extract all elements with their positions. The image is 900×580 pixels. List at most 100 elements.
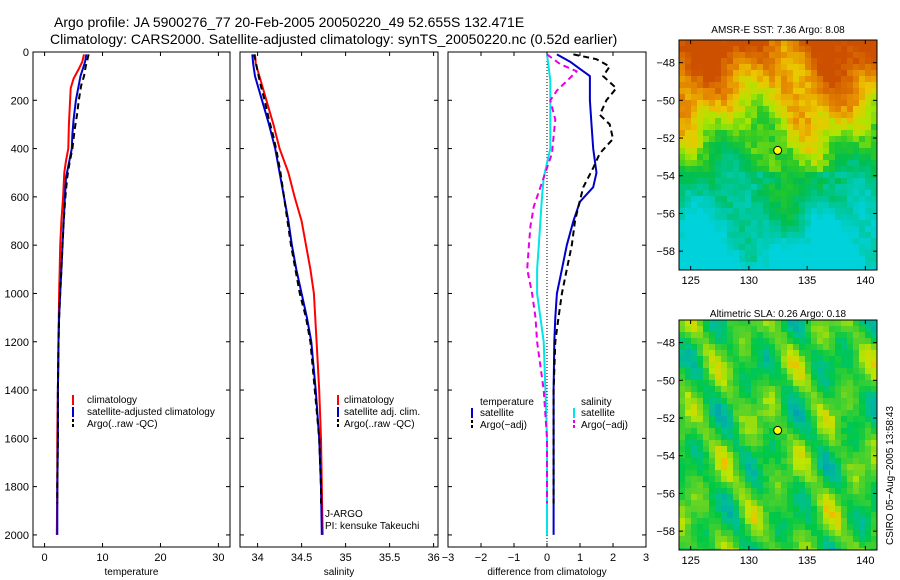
sla-map-cell <box>811 344 817 350</box>
sla-map-cell <box>853 362 859 368</box>
sla-map-cell <box>727 476 733 482</box>
sla-map-cell <box>769 440 775 446</box>
sla-map-cell <box>751 476 757 482</box>
sla-map-cell <box>751 326 757 332</box>
sla-map-cell <box>781 506 787 512</box>
sla-map-cell <box>733 464 739 470</box>
sst-map-cell <box>775 214 781 220</box>
sla-map-cell <box>727 536 733 542</box>
sla-map-cell <box>841 476 847 482</box>
sla-map-cell <box>727 458 733 464</box>
sst-map-cell <box>709 202 715 208</box>
sla-map-cell <box>871 470 877 476</box>
sst-map-cell <box>775 256 781 262</box>
sla-map-cell <box>805 392 811 398</box>
sst-map-cell <box>865 244 871 250</box>
sla-map-cell <box>823 512 829 518</box>
sst-map-cell <box>715 190 721 196</box>
sst-map-cell <box>709 226 715 232</box>
sla-map-cell <box>727 404 733 410</box>
sla-map-cell <box>685 380 691 386</box>
sla-map-cell <box>679 524 685 530</box>
sst-map-cell <box>757 64 763 70</box>
sst-map-cell <box>853 148 859 154</box>
sla-map-cell <box>775 536 781 542</box>
sla-map-cell <box>745 548 751 550</box>
sst-map-cell <box>871 136 877 142</box>
sst-map-cell <box>823 190 829 196</box>
sst-map-cell <box>787 130 793 136</box>
sst-map-cell <box>829 82 835 88</box>
sla-map-cell <box>865 500 871 506</box>
sla-map-cell <box>871 344 877 350</box>
sla-map-cell <box>679 446 685 452</box>
sla-map-cell <box>841 536 847 542</box>
sst-map-cell <box>745 220 751 226</box>
sst-map-cell <box>769 112 775 118</box>
sst-map-cell <box>715 184 721 190</box>
sst-map-cell <box>679 202 685 208</box>
sla-map-cell <box>793 434 799 440</box>
sla-map-cell <box>817 548 823 550</box>
sst-map-cell <box>799 76 805 82</box>
sst-map-cell <box>709 46 715 52</box>
sst-map-cell <box>853 160 859 166</box>
sla-map-cell <box>853 326 859 332</box>
sla-map-cell <box>799 398 805 404</box>
sst-map-cell <box>775 184 781 190</box>
sla-map-cell <box>727 410 733 416</box>
sla-map-cell <box>871 500 877 506</box>
sla-map-cell <box>793 326 799 332</box>
sla-map-cell <box>817 494 823 500</box>
sla-map-cell <box>763 410 769 416</box>
sst-map-cell <box>685 142 691 148</box>
depth-tick-label: 2000 <box>5 530 29 542</box>
sst-map-cell <box>841 130 847 136</box>
sst-map-cell <box>811 160 817 166</box>
sst-map-cell <box>745 94 751 100</box>
sst-map-cell <box>775 130 781 136</box>
sst-map-cell <box>781 82 787 88</box>
sst-map-cell <box>763 166 769 172</box>
sst-map-cell <box>817 148 823 154</box>
sst-map-cell <box>757 106 763 112</box>
sst-map-cell <box>745 52 751 58</box>
sst-map-cell <box>835 70 841 76</box>
sla-map-cell <box>715 464 721 470</box>
temperature-xtick-label: 30 <box>212 552 224 564</box>
sla-map-cell <box>691 470 697 476</box>
sla-map-cell <box>763 518 769 524</box>
sla-map-cell <box>817 380 823 386</box>
sst-map-cell <box>691 40 697 46</box>
sst-map-cell <box>703 136 709 142</box>
salinity-xtick-label: 35 <box>339 552 351 564</box>
sst-map-cell <box>685 220 691 226</box>
sla-map-cell <box>745 452 751 458</box>
sla-map-cell <box>793 350 799 356</box>
sla-map-cell <box>715 446 721 452</box>
sst-map-cell <box>715 178 721 184</box>
sla-map-cell <box>757 422 763 428</box>
sla-map-cell <box>793 410 799 416</box>
sst-map-cell <box>841 46 847 52</box>
sst-map-cell <box>871 106 877 112</box>
sst-map-cell <box>835 208 841 214</box>
sla-map-cell <box>691 410 697 416</box>
sst-map-cell <box>769 220 775 226</box>
sla-map-cell <box>787 386 793 392</box>
sla-map-cell <box>805 440 811 446</box>
sst-map-cell <box>781 94 787 100</box>
sst-map-cell <box>817 250 823 256</box>
sst-map-cell <box>793 76 799 82</box>
sla-map-cell <box>805 386 811 392</box>
sla-map-cell <box>757 494 763 500</box>
sst-map-cell <box>745 262 751 268</box>
sst-map-cell <box>703 166 709 172</box>
sst-map-cell <box>727 88 733 94</box>
sst-map-cell <box>715 268 721 270</box>
sla-map-cell <box>853 428 859 434</box>
sst-map-cell <box>715 202 721 208</box>
sla-map-cell <box>799 512 805 518</box>
sst-map-cell <box>727 136 733 142</box>
sla-map-cell <box>691 440 697 446</box>
